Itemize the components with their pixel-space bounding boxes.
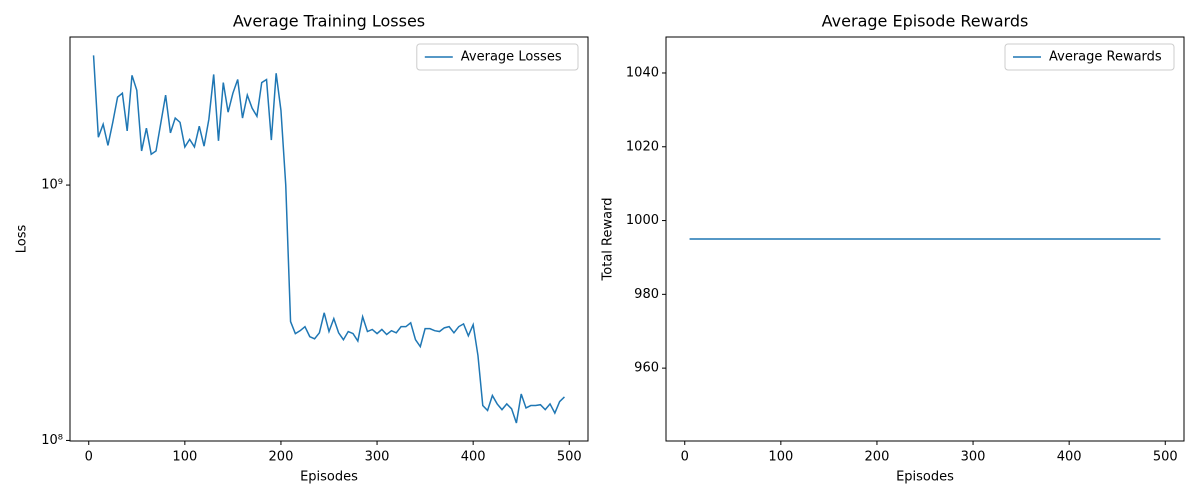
x-tick-label: 200 — [269, 450, 294, 465]
y-axis-label: Loss — [15, 225, 30, 254]
plot-frame — [69, 36, 589, 442]
legend: Average Losses — [416, 43, 579, 71]
x-tick-label: 500 — [1153, 450, 1178, 465]
legend-box — [416, 43, 579, 71]
x-tick-label: 300 — [365, 450, 390, 465]
x-tick-label: 200 — [865, 450, 890, 465]
x-tick-label: 0 — [85, 450, 93, 465]
y-tick-label: 1040 — [626, 65, 659, 80]
y-axis-label: Total Reward — [601, 198, 616, 282]
legend-box — [1004, 43, 1175, 71]
legend: Average Rewards — [1004, 43, 1175, 71]
x-tick-label: 0 — [681, 450, 689, 465]
y-tick-label: 1000 — [626, 213, 659, 228]
y-tick-label: 10⁸ — [41, 433, 63, 448]
x-axis-label: Episodes — [300, 470, 358, 485]
x-tick-label: 300 — [961, 450, 986, 465]
x-tick-label: 100 — [768, 450, 793, 465]
data-line — [92, 55, 565, 424]
plot-frame — [665, 36, 1185, 442]
y-tick-label: 960 — [634, 361, 659, 376]
x-tick-label: 400 — [1057, 450, 1082, 465]
chart-title: Average Training Losses — [233, 12, 425, 31]
x-tick-label: 500 — [557, 450, 582, 465]
y-tick-label: 1020 — [626, 139, 659, 154]
y-tick-label: 980 — [634, 287, 659, 302]
x-axis-label: Episodes — [896, 470, 954, 485]
y-tick-label: 10⁹ — [41, 178, 63, 193]
x-tick-label: 400 — [461, 450, 486, 465]
chart-title: Average Episode Rewards — [822, 12, 1029, 31]
x-tick-label: 100 — [172, 450, 197, 465]
legend-label: Average Rewards — [1049, 50, 1162, 65]
legend-label: Average Losses — [461, 50, 562, 65]
